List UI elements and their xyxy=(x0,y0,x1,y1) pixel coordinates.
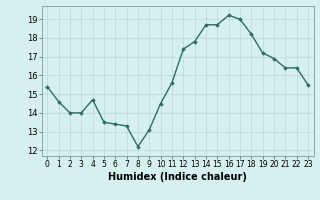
X-axis label: Humidex (Indice chaleur): Humidex (Indice chaleur) xyxy=(108,172,247,182)
